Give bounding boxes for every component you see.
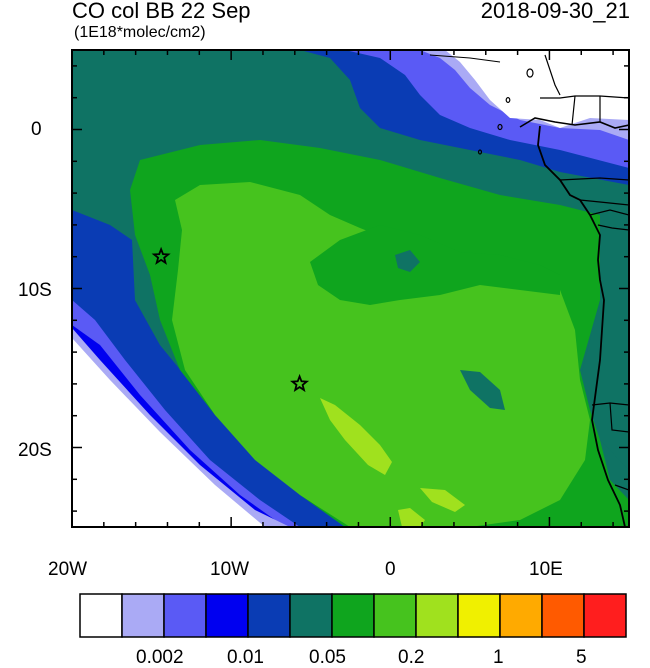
colorbar-swatch-0 xyxy=(79,593,123,638)
yellow-green-patch-1 xyxy=(420,488,465,512)
co-field xyxy=(72,50,629,527)
units-label: (1E18*molec/cm2) xyxy=(74,24,206,41)
colorbar xyxy=(79,593,627,638)
colorbar-swatch-4 xyxy=(247,593,291,638)
border-1 xyxy=(571,95,576,126)
no-data-corner xyxy=(72,338,265,527)
border-south xyxy=(614,484,629,491)
colorbar-swatch-5 xyxy=(289,593,333,638)
x-tick-label-10w: 10W xyxy=(210,559,250,580)
y-tick-label-0: 0 xyxy=(31,119,42,140)
colorbar-label-5: 5 xyxy=(576,647,587,668)
star-marker-1 xyxy=(151,246,171,265)
site-markers xyxy=(151,246,310,393)
colorbar-label-0.002: 0.002 xyxy=(136,647,184,668)
teal-speck xyxy=(395,250,420,272)
x-tick-label-10e: 10E xyxy=(529,559,563,580)
colorbar-swatch-10 xyxy=(499,593,543,638)
yellow-green-streak xyxy=(320,398,392,475)
guinea-coast xyxy=(519,117,629,129)
colorbar-swatch-12 xyxy=(583,593,627,638)
border-cabinda xyxy=(597,224,629,231)
island-2 xyxy=(505,96,511,103)
colorbar-label-1: 1 xyxy=(493,647,504,668)
colorbar-swatch-1 xyxy=(121,593,165,638)
yellow-green-patch-2 xyxy=(398,508,425,527)
colorbar-label-0.2: 0.2 xyxy=(398,647,425,668)
teal-patch xyxy=(460,370,505,410)
green-intrusion xyxy=(310,225,560,305)
border-nigeria xyxy=(544,54,561,96)
colorbar-label-0.01: 0.01 xyxy=(227,647,264,668)
map-timestamp: 2018-09-30_21 xyxy=(480,0,630,23)
colorbar-swatch-7 xyxy=(373,593,417,638)
y-tick-label-20s: 20S xyxy=(18,440,52,461)
border-ghana xyxy=(429,54,501,63)
y-tick-label-10s: 10S xyxy=(18,280,52,301)
colorbar-swatch-2 xyxy=(163,593,207,638)
border-congo xyxy=(579,199,629,206)
colorbar-label-0.05: 0.05 xyxy=(309,647,346,668)
colorbar-swatch-6 xyxy=(331,593,375,638)
island-3 xyxy=(497,123,503,131)
x-tick-label-20w: 20W xyxy=(48,559,88,580)
star-marker-2 xyxy=(290,373,310,393)
border-gabon xyxy=(559,177,629,181)
border-namibia-2 xyxy=(609,402,629,433)
island-4 xyxy=(477,149,483,155)
colorbar-swatch-9 xyxy=(457,593,501,638)
axis-ticks xyxy=(71,50,629,527)
colorbar-swatch-3 xyxy=(205,593,249,638)
white-band xyxy=(445,50,629,128)
island-1 xyxy=(526,68,534,78)
map-title: CO col BB 22 Sep xyxy=(72,0,251,23)
x-tick-label-0: 0 xyxy=(385,559,396,580)
colorbar-swatch-8 xyxy=(415,593,459,638)
colorbar-swatch-11 xyxy=(541,593,585,638)
border-drc xyxy=(589,209,629,216)
